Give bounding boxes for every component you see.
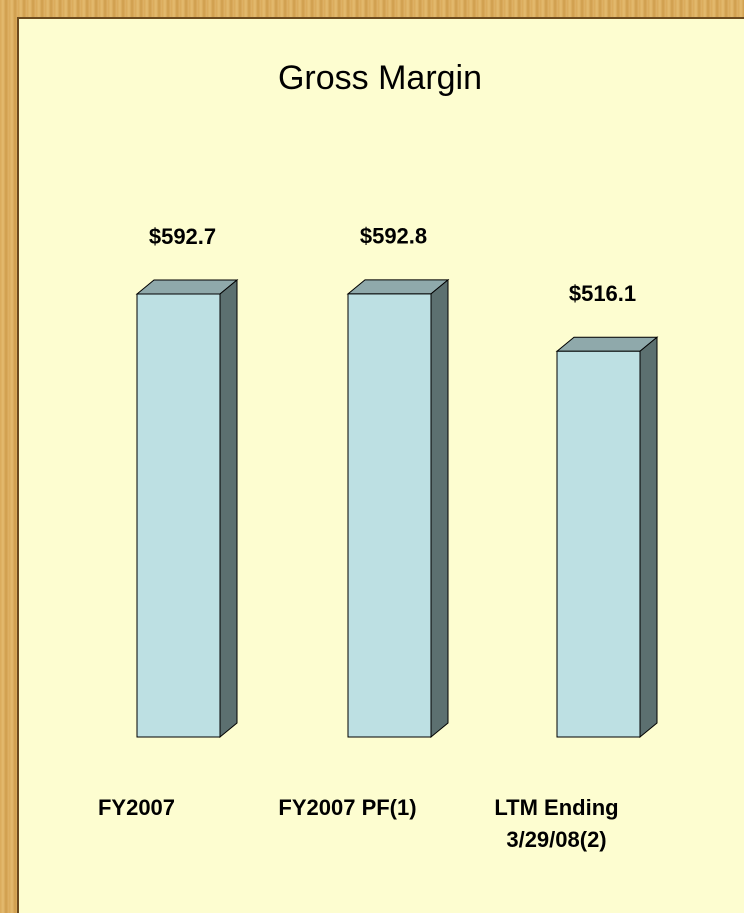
bar-side	[639, 336, 658, 739]
bar-side	[430, 278, 449, 739]
chart-title: Gross Margin	[278, 59, 482, 97]
value-label: $592.7	[149, 224, 216, 249]
bar	[347, 293, 432, 738]
bar	[136, 293, 221, 738]
x-tick-label: FY2007 PF(1)	[278, 795, 417, 820]
value-label: $592.8	[360, 224, 427, 249]
bar-side	[219, 278, 238, 739]
x-tick-label: LTM Ending 3/29/08(2)	[494, 795, 619, 852]
value-label: $516.1	[569, 281, 636, 306]
x-tick-label: FY2007	[97, 795, 176, 820]
bar	[556, 350, 641, 738]
